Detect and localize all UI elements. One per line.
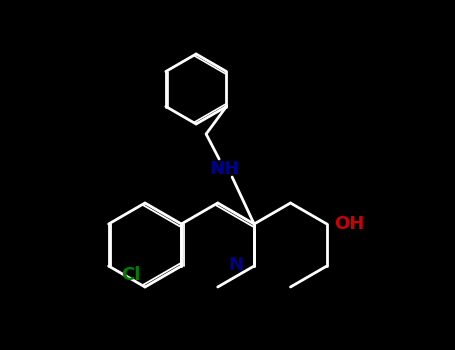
Text: OH: OH bbox=[334, 215, 364, 233]
Text: N: N bbox=[228, 256, 243, 273]
Text: NH: NH bbox=[209, 160, 239, 178]
Text: Cl: Cl bbox=[121, 266, 140, 284]
